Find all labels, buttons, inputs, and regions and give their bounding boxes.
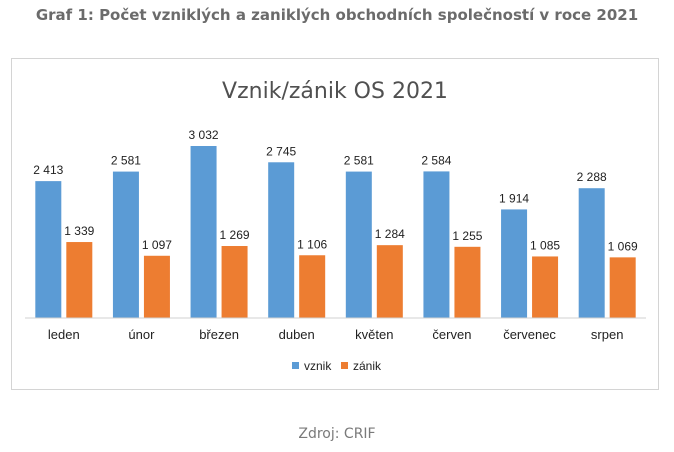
legend: vznik zánik bbox=[292, 359, 382, 373]
data-label-vznik-květen: 2 581 bbox=[344, 154, 374, 168]
data-label-zánik-červenec: 1 085 bbox=[530, 238, 560, 252]
data-label-zánik-červen: 1 255 bbox=[452, 229, 482, 243]
bar-vznik-červen bbox=[423, 171, 450, 318]
category-label-květen: květen bbox=[355, 327, 393, 342]
data-label-vznik-březen: 3 032 bbox=[189, 128, 219, 142]
figure-caption: Graf 1: Počet vzniklých a zaniklých obch… bbox=[35, 6, 639, 24]
legend-label-zánik: zánik bbox=[353, 359, 382, 373]
bar-vznik-květen bbox=[345, 171, 372, 318]
legend-swatch-vznik bbox=[292, 362, 299, 369]
data-label-vznik-červen: 2 584 bbox=[421, 153, 451, 167]
category-label-červen: červen bbox=[432, 327, 471, 342]
bar-vznik-březen bbox=[190, 146, 217, 318]
bar-zánik-únor bbox=[143, 255, 170, 318]
bar-vznik-leden bbox=[35, 181, 62, 318]
data-label-zánik-květen: 1 284 bbox=[375, 227, 405, 241]
legend-label-vznik: vznik bbox=[304, 359, 332, 373]
data-label-zánik-únor: 1 097 bbox=[142, 238, 172, 252]
bars-group: 2 413 1 339 2 581 1 097 3 032 1 269 2 745 1 106… bbox=[33, 128, 638, 318]
data-label-zánik-leden: 1 339 bbox=[64, 224, 94, 238]
bar-vznik-srpen bbox=[578, 188, 605, 318]
bar-vznik-únor bbox=[112, 171, 139, 318]
bar-zánik-květen bbox=[376, 245, 403, 318]
data-label-vznik-leden: 2 413 bbox=[33, 163, 63, 177]
category-label-duben: duben bbox=[279, 327, 315, 342]
bar-zánik-leden bbox=[66, 242, 93, 318]
category-label-březen: březen bbox=[199, 327, 239, 342]
data-label-vznik-únor: 2 581 bbox=[111, 154, 141, 168]
bar-zánik-srpen bbox=[609, 257, 636, 318]
bar-chart: Vznik/zánik OS 2021 2 413 1 339 2 581 1 097… bbox=[25, 79, 646, 373]
bar-zánik-březen bbox=[221, 246, 248, 318]
data-label-vznik-duben: 2 745 bbox=[266, 144, 296, 158]
category-labels: leden únor březen duben květen červen červenec… bbox=[48, 327, 624, 342]
chart-title: Vznik/zánik OS 2021 bbox=[222, 79, 448, 104]
bar-zánik-červenec bbox=[532, 256, 559, 318]
bar-zánik-duben bbox=[299, 255, 326, 318]
data-label-zánik-březen: 1 269 bbox=[220, 228, 250, 242]
bar-zánik-červen bbox=[454, 246, 481, 318]
legend-swatch-zánik bbox=[341, 362, 348, 369]
bar-vznik-červenec bbox=[501, 209, 528, 318]
source-note: Zdroj: CRIF bbox=[298, 426, 376, 442]
data-label-vznik-srpen: 2 288 bbox=[577, 170, 607, 184]
data-label-vznik-červenec: 1 914 bbox=[499, 191, 529, 205]
category-label-únor: únor bbox=[128, 327, 155, 342]
category-label-srpen: srpen bbox=[591, 327, 624, 342]
bar-vznik-duben bbox=[268, 162, 295, 318]
data-label-zánik-srpen: 1 069 bbox=[608, 239, 638, 253]
data-label-zánik-duben: 1 106 bbox=[297, 237, 327, 251]
category-label-leden: leden bbox=[48, 327, 80, 342]
category-label-červenec: červenec bbox=[503, 327, 556, 342]
